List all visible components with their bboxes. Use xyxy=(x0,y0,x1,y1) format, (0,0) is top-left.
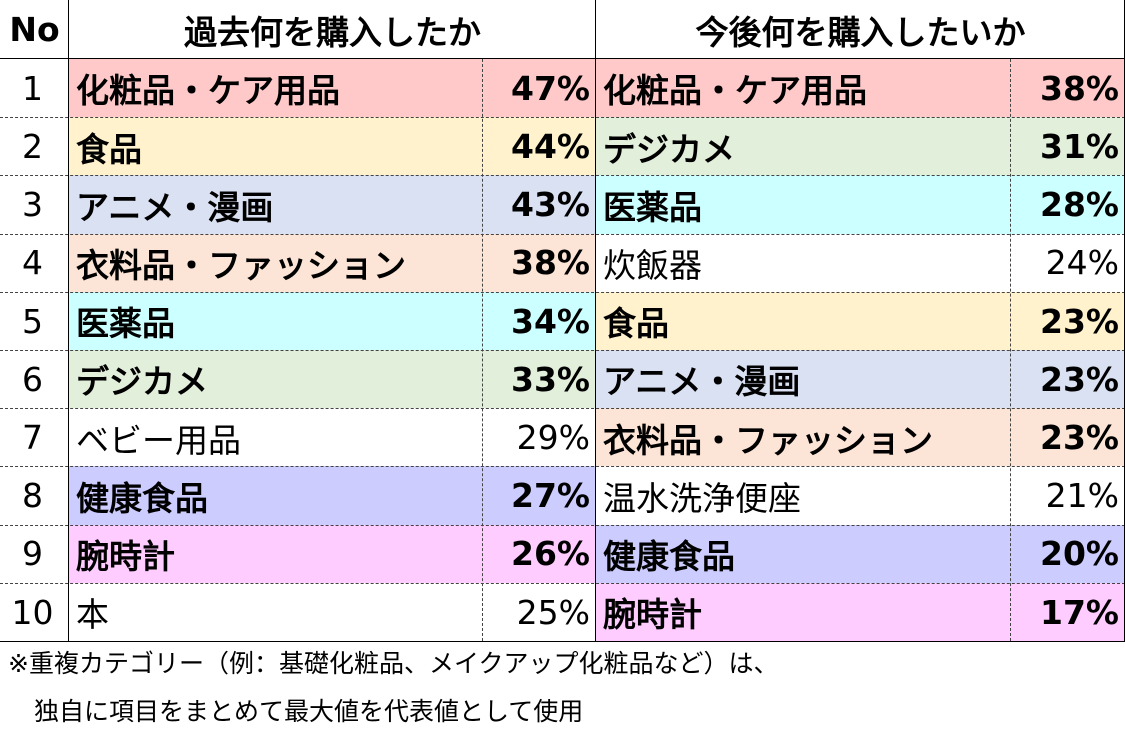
future-category-name: 医薬品 xyxy=(596,175,1010,235)
past-category-name: デジカメ xyxy=(69,350,482,409)
future-category-name: 健康食品 xyxy=(596,524,1010,584)
header-divider xyxy=(0,58,1125,59)
ranking-table: No 過去何を購入したか 今後何を購入したいか 1 化粧品・ケア用品 47% 化粧品・… xyxy=(0,0,1125,642)
future-category-percent: 20% xyxy=(1010,524,1125,584)
row-divider xyxy=(0,175,1125,177)
future-category-name: 衣料品・ファッション xyxy=(596,408,1010,467)
row-divider xyxy=(0,524,1125,526)
past-category-name: 医薬品 xyxy=(69,291,482,351)
past-category-name: 衣料品・ファッション xyxy=(69,233,482,293)
past-category-percent: 27% xyxy=(482,466,596,526)
row-divider xyxy=(0,408,1125,410)
header-no: No xyxy=(0,0,69,59)
future-percent-divider xyxy=(1010,59,1011,641)
future-category-name: 温水洗浄便座 xyxy=(596,466,1010,526)
future-category-name: アニメ・漫画 xyxy=(596,350,1010,409)
row-divider xyxy=(0,233,1125,235)
footnote-line-2: 独自に項目をまとめて最大値を代表値として使用 xyxy=(34,697,584,726)
past-category-name: 本 xyxy=(69,582,482,642)
future-category-percent: 17% xyxy=(1010,582,1125,642)
future-category-percent: 24% xyxy=(1010,233,1125,293)
rank-number: 10 xyxy=(11,592,54,632)
future-category-percent: 28% xyxy=(1010,175,1125,235)
row-divider xyxy=(0,582,1125,584)
rank-number: 3 xyxy=(22,185,43,225)
past-percent-divider xyxy=(482,59,483,641)
rank-number: 9 xyxy=(22,534,43,574)
row-divider xyxy=(0,117,1125,119)
past-category-name: 化粧品・ケア用品 xyxy=(69,59,482,118)
future-category-name: 炊飯器 xyxy=(596,233,1010,293)
future-category-percent: 23% xyxy=(1010,408,1125,467)
header-past-purchases: 過去何を購入したか xyxy=(69,0,596,59)
past-category-name: 健康食品 xyxy=(69,466,482,526)
table-bottom-border xyxy=(0,641,1125,642)
column-divider-no xyxy=(68,0,69,641)
future-category-percent: 31% xyxy=(1010,117,1125,176)
column-divider-middle xyxy=(595,0,596,641)
past-category-name: アニメ・漫画 xyxy=(69,175,482,235)
rank-number: 8 xyxy=(22,476,43,516)
header-future-purchases: 今後何を購入したいか xyxy=(596,0,1125,59)
row-divider xyxy=(0,291,1125,293)
future-category-percent: 23% xyxy=(1010,291,1125,351)
past-category-name: 腕時計 xyxy=(69,524,482,584)
rank-number: 6 xyxy=(22,359,43,399)
past-category-percent: 44% xyxy=(482,117,596,176)
rank-number: 5 xyxy=(22,301,43,341)
past-category-percent: 26% xyxy=(482,524,596,584)
future-category-name: デジカメ xyxy=(596,117,1010,176)
past-category-percent: 34% xyxy=(482,291,596,351)
rank-number: 4 xyxy=(22,243,43,283)
past-category-name: ベビー用品 xyxy=(69,408,482,467)
future-category-percent: 38% xyxy=(1010,59,1125,118)
row-divider xyxy=(0,350,1125,351)
footnote-line-1: ※重複カテゴリー（例：基礎化粧品、メイクアップ化粧品など）は、 xyxy=(8,649,779,678)
row-divider xyxy=(0,466,1125,468)
past-category-percent: 33% xyxy=(482,350,596,409)
past-category-name: 食品 xyxy=(69,117,482,176)
future-category-name: 食品 xyxy=(596,291,1010,351)
past-category-percent: 47% xyxy=(482,59,596,118)
past-category-percent: 29% xyxy=(482,408,596,467)
rank-number: 7 xyxy=(22,418,43,458)
past-category-percent: 38% xyxy=(482,233,596,293)
future-category-name: 腕時計 xyxy=(596,582,1010,642)
future-category-name: 化粧品・ケア用品 xyxy=(596,59,1010,118)
past-category-percent: 43% xyxy=(482,175,596,235)
future-category-percent: 23% xyxy=(1010,350,1125,409)
rank-number: 2 xyxy=(22,127,43,167)
future-category-percent: 21% xyxy=(1010,466,1125,526)
rank-number: 1 xyxy=(22,68,43,108)
past-category-percent: 25% xyxy=(482,582,596,642)
